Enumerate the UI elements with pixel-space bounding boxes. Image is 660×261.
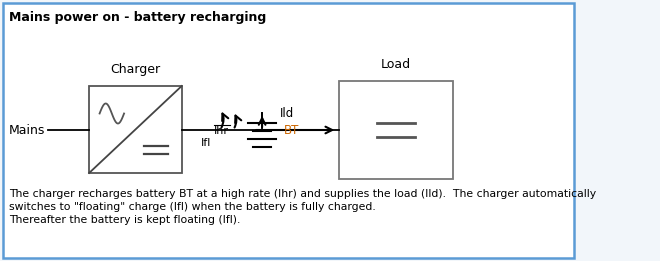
Text: Load: Load <box>381 58 411 71</box>
Text: Mains: Mains <box>9 123 45 137</box>
FancyBboxPatch shape <box>3 3 574 258</box>
Bar <box>339 81 453 179</box>
Text: Mains power on - battery recharging: Mains power on - battery recharging <box>9 11 266 24</box>
Text: Ifl: Ifl <box>201 138 211 148</box>
Text: The charger recharges battery BT at a high rate (Ihr) and supplies the load (Ild: The charger recharges battery BT at a hi… <box>9 189 596 199</box>
Bar <box>89 86 182 173</box>
Text: BT: BT <box>284 124 300 138</box>
Text: Thereafter the battery is kept floating (Ifl).: Thereafter the battery is kept floating … <box>9 215 240 225</box>
Text: switches to "floating" charge (Ifl) when the battery is fully charged.: switches to "floating" charge (Ifl) when… <box>9 202 376 212</box>
Text: Ild: Ild <box>279 107 294 120</box>
Text: Charger: Charger <box>110 63 160 76</box>
Text: Ihr: Ihr <box>214 126 229 136</box>
